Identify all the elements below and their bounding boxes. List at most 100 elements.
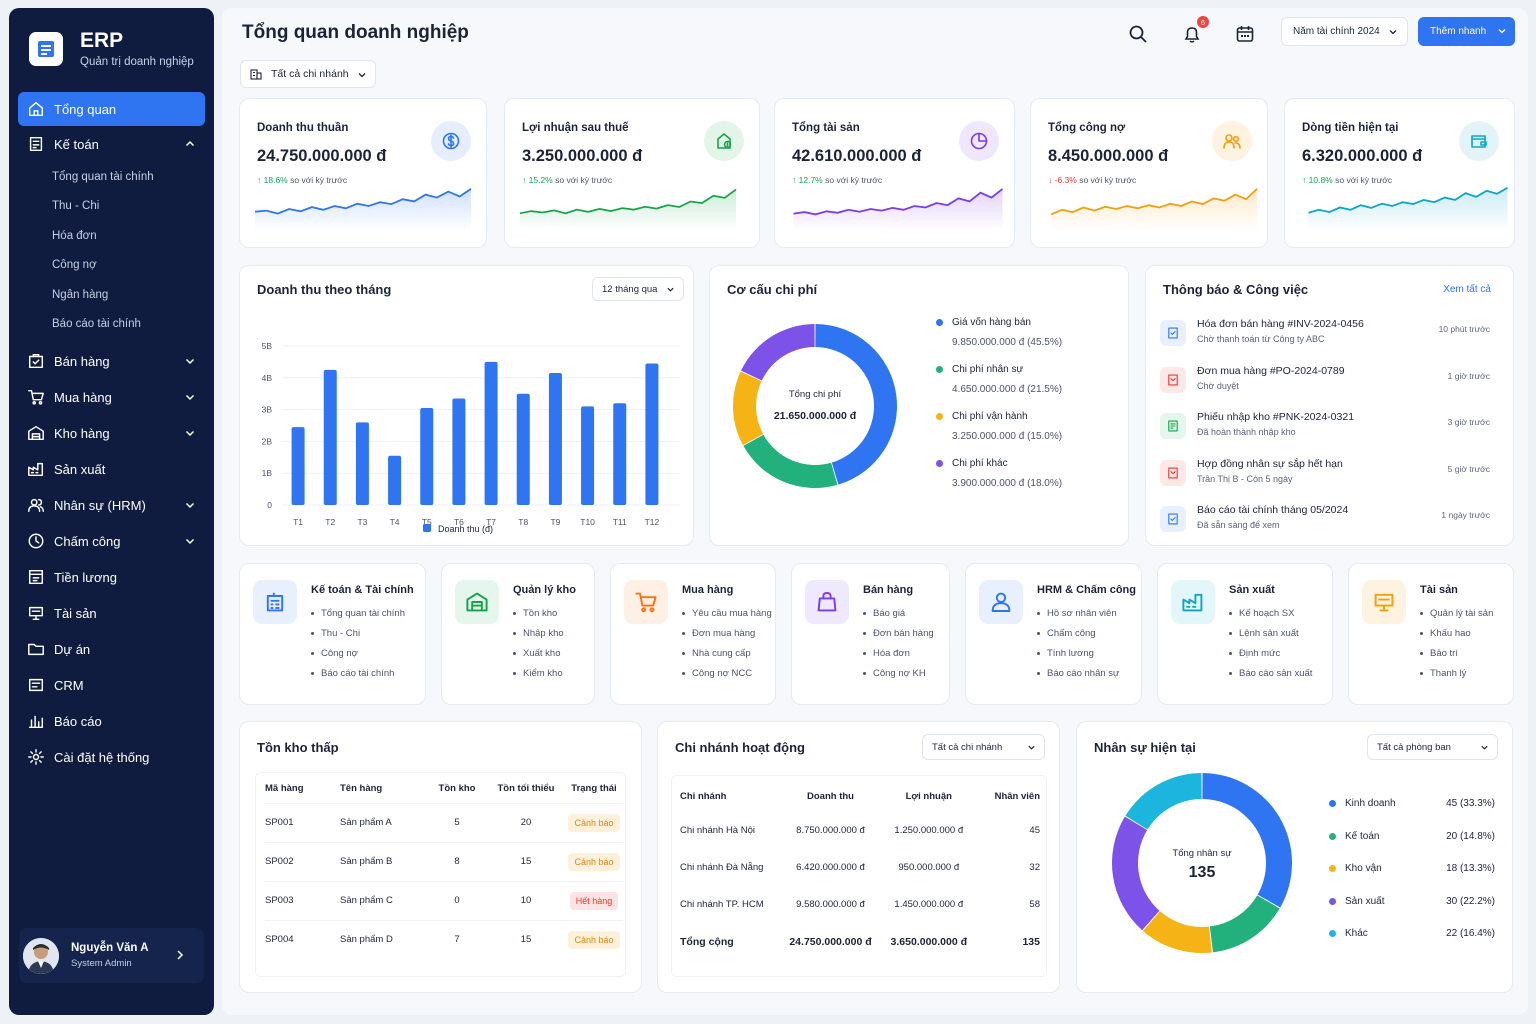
submenu-item[interactable]: Ngân hàng <box>52 288 109 301</box>
module-link[interactable]: Thu - Chi <box>311 628 405 648</box>
table-row[interactable]: SP004 Sản phẩm D 7 15 Cảnh báo <box>265 920 623 959</box>
bell-icon[interactable] <box>1182 24 1202 44</box>
sidebar-item-warehouse[interactable]: Kho hàng <box>18 415 205 451</box>
quick-add-button[interactable]: Thêm nhanh <box>1418 17 1515 46</box>
notification-item[interactable]: Hóa đơn bán hàng #INV-2024-0456 Chờ thanh… <box>1160 318 1490 358</box>
submenu-item[interactable]: Tổng quan tài chính <box>52 170 154 183</box>
module-link[interactable]: Tồn kho <box>513 608 564 628</box>
module-link[interactable]: Quản lý tài sản <box>1420 608 1493 628</box>
module-card[interactable]: Bán hàng Báo giá Đơn bán hàng Hóa đơn Công n… <box>791 563 950 705</box>
calendar-icon[interactable] <box>1235 24 1255 44</box>
module-link[interactable]: Kế hoạch SX <box>1229 608 1312 628</box>
sidebar-item-accounting[interactable]: Kế toán <box>18 126 205 162</box>
sidebar-item-sales[interactable]: Bán hàng <box>18 343 205 379</box>
kpi-card[interactable]: Doanh thu thuần 24.750.000.000 đ ↑ 18.6% s… <box>239 98 487 248</box>
module-link[interactable]: Hồ sơ nhân viên <box>1037 608 1119 628</box>
sidebar-item-factory[interactable]: Sản xuất <box>18 451 205 487</box>
module-link[interactable]: Nhà cung cấp <box>682 648 772 668</box>
sidebar-item-folder[interactable]: Dự án <box>18 631 205 667</box>
module-link[interactable]: Lệnh sản xuất <box>1229 628 1312 648</box>
module-link[interactable]: Chấm công <box>1037 628 1119 648</box>
module-card[interactable]: Quản lý kho Tồn kho Nhập kho Xuất kho Kiểm k… <box>441 563 595 705</box>
see-all-link[interactable]: Xem tất cả <box>1443 284 1491 295</box>
module-link[interactable]: Công nợ KH <box>863 668 934 688</box>
bar[interactable] <box>420 408 434 505</box>
kpi-card[interactable]: Tổng công nợ 8.450.000.000 đ ↓ -6.3% so vớ… <box>1030 98 1268 248</box>
sidebar-item-cart[interactable]: Mua hàng <box>18 379 205 415</box>
module-link[interactable]: Tính lương <box>1037 648 1119 668</box>
bar[interactable] <box>291 427 305 505</box>
module-link[interactable]: Báo giá <box>863 608 934 628</box>
branch-status-select[interactable]: Tất cả chi nhánh <box>922 734 1045 760</box>
submenu-item[interactable]: Công nợ <box>52 259 97 272</box>
bar[interactable] <box>548 373 562 505</box>
notification-item[interactable]: Hợp đồng nhân sự sắp hết hạn Trần Thị B -… <box>1160 458 1490 498</box>
staff-slice[interactable] <box>1112 816 1160 931</box>
sidebar-item-crm[interactable]: CRM <box>18 667 205 703</box>
expense-slice[interactable] <box>743 434 838 488</box>
bar[interactable] <box>355 422 369 505</box>
sidebar-item-asset[interactable]: Tài sản <box>18 595 205 631</box>
module-card[interactable]: Tài sản Quản lý tài sản Khấu hao Bảo trì Tha… <box>1348 563 1514 705</box>
bar[interactable] <box>516 393 530 505</box>
user-card[interactable]: Nguyễn Văn A System Admin <box>19 928 204 983</box>
bar[interactable] <box>388 455 402 505</box>
staff-slice[interactable] <box>1202 773 1292 908</box>
module-link[interactable]: Hóa đơn <box>863 648 934 668</box>
notification-item[interactable]: Đơn mua hàng #PO-2024-0789 Chờ duyệt 1 giờ… <box>1160 365 1490 405</box>
bar[interactable] <box>645 363 659 505</box>
sidebar-item-clock[interactable]: Chấm công <box>18 523 205 559</box>
module-card[interactable]: Mua hàng Yêu cầu mua hàng Đơn mua hàng Nhà … <box>610 563 776 705</box>
module-link[interactable]: Định mức <box>1229 648 1312 668</box>
bar[interactable] <box>452 398 466 505</box>
submenu-item[interactable]: Báo cáo tài chính <box>52 318 141 331</box>
kpi-card[interactable]: Tổng tài sản 42.610.000.000 đ ↑ 12.7% so v… <box>774 98 1015 248</box>
bar[interactable] <box>484 361 498 505</box>
sidebar-item-users[interactable]: Nhân sự (HRM) <box>18 487 205 523</box>
bar[interactable] <box>581 406 595 505</box>
sidebar-item-payroll[interactable]: Tiền lương <box>18 559 205 595</box>
module-link[interactable]: Kiểm kho <box>513 668 564 688</box>
kpi-card[interactable]: Dòng tiền hiện tại 6.320.000.000 đ ↑ 10.8%… <box>1284 98 1515 248</box>
module-link[interactable]: Công nợ NCC <box>682 668 772 688</box>
module-link[interactable]: Yêu cầu mua hàng <box>682 608 772 628</box>
module-link[interactable]: Xuất kho <box>513 648 564 668</box>
table-row[interactable]: Chi nhánh Đà Nẵng 6.420.000.000 đ 950.000.… <box>680 849 1040 886</box>
revenue-period-select[interactable]: 12 tháng qua <box>592 277 684 301</box>
kpi-card[interactable]: Lợi nhuận sau thuế 3.250.000.000 đ ↑ 15.2%… <box>504 98 760 248</box>
brand[interactable]: ERP Quản trị doanh nghiệp <box>29 30 194 68</box>
module-link[interactable]: Báo cáo sản xuất <box>1229 668 1312 688</box>
module-link[interactable]: Báo cáo tài chính <box>311 668 405 688</box>
sidebar-item-report[interactable]: Báo cáo <box>18 703 205 739</box>
submenu-item[interactable]: Hóa đơn <box>52 229 97 242</box>
expense-slice[interactable] <box>815 324 897 485</box>
module-link[interactable]: Đơn mua hàng <box>682 628 772 648</box>
module-link[interactable]: Nhập kho <box>513 628 564 648</box>
module-card[interactable]: Kế toán & Tài chính Tổng quan tài chính Th… <box>239 563 426 705</box>
module-link[interactable]: Khấu hao <box>1420 628 1493 648</box>
table-row[interactable]: SP002 Sản phẩm B 8 15 Cảnh báo <box>265 842 623 881</box>
staff-slice[interactable] <box>1209 895 1280 953</box>
branch-filter-select[interactable]: Tất cả chi nhánh <box>240 60 376 88</box>
staff-slice[interactable] <box>1142 911 1212 953</box>
expense-slice[interactable] <box>741 324 815 381</box>
module-link[interactable]: Thanh lý <box>1420 668 1493 688</box>
bar[interactable] <box>613 403 627 505</box>
table-row[interactable]: Chi nhánh TP. HCM 9.580.000.000 đ 1.450.00… <box>680 886 1040 923</box>
staff-slice[interactable] <box>1125 773 1202 830</box>
department-select[interactable]: Tất cả phòng ban <box>1367 734 1498 760</box>
sidebar-item-home[interactable]: Tổng quan <box>18 92 205 126</box>
notification-item[interactable]: Báo cáo tài chính tháng 05/2024 Đã sẵn sà… <box>1160 504 1490 544</box>
module-card[interactable]: Sản xuất Kế hoạch SX Lệnh sản xuất Định mức… <box>1157 563 1333 705</box>
bar[interactable] <box>323 369 337 505</box>
submenu-item[interactable]: Thu - Chi <box>52 200 100 213</box>
module-link[interactable]: Công nợ <box>311 648 405 668</box>
table-row[interactable]: Chi nhánh Hà Nội 8.750.000.000 đ 1.250.000… <box>680 812 1040 849</box>
fiscal-year-select[interactable]: Năm tài chính 2024 <box>1281 17 1408 46</box>
table-row[interactable]: SP001 Sản phẩm A 5 20 Cảnh báo <box>265 803 623 842</box>
notification-item[interactable]: Phiếu nhập kho #PNK-2024-0321 Đã hoàn thà… <box>1160 411 1490 451</box>
module-link[interactable]: Báo cáo nhân sự <box>1037 668 1119 688</box>
module-link[interactable]: Bảo trì <box>1420 648 1493 668</box>
module-link[interactable]: Tổng quan tài chính <box>311 608 405 628</box>
search-icon[interactable] <box>1128 24 1148 44</box>
